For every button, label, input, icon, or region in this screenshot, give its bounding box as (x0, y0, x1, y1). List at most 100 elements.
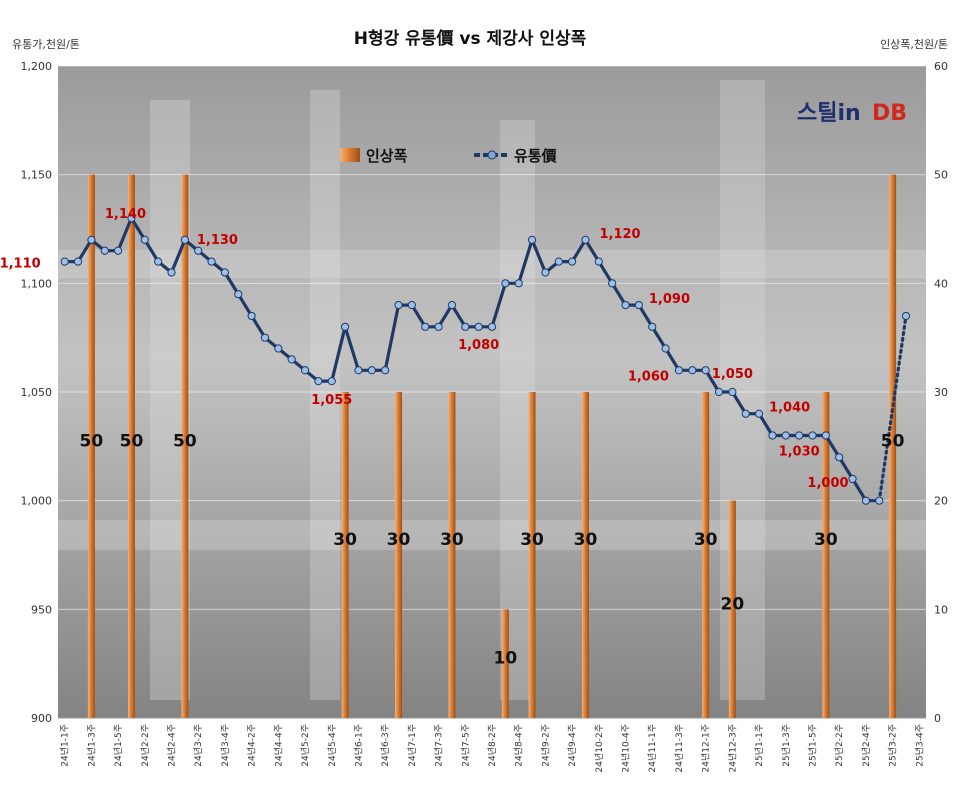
x-tick-label: 25년1-3주 (781, 724, 792, 767)
price-point (87, 235, 96, 244)
price-point (421, 322, 430, 331)
price-point (821, 431, 830, 440)
price-point (234, 290, 243, 299)
price-point (367, 366, 376, 375)
price-point (621, 300, 630, 310)
gridlines (58, 65, 926, 719)
x-tick-label: 24년7-1주 (407, 724, 418, 767)
price-point (608, 279, 617, 288)
price-value-label: 1,000 (807, 476, 848, 491)
price-point (100, 246, 109, 255)
price-point (447, 300, 457, 310)
bar (822, 392, 830, 718)
price-point (354, 366, 363, 375)
bar (448, 392, 456, 718)
price-point (327, 377, 336, 386)
y-right-tick-label: 50 (934, 169, 948, 182)
price-point (795, 431, 804, 440)
price-point (60, 257, 69, 266)
bar (528, 392, 536, 718)
y-right-tick-label: 40 (934, 277, 948, 290)
price-point (661, 344, 670, 353)
price-point (434, 322, 443, 331)
price-point (835, 453, 844, 462)
x-tick-label: 24년8-2주 (487, 724, 498, 767)
y-right-tick-label: 20 (934, 495, 948, 508)
price-point (381, 366, 390, 375)
price-point (487, 322, 497, 331)
bar (341, 392, 349, 718)
x-tick-label: 24년8-4주 (514, 724, 525, 767)
price-point (554, 257, 563, 266)
legend-bar-label: 인상폭 (366, 147, 408, 165)
price-point (541, 268, 550, 277)
x-tick-label: 25년2-2주 (834, 724, 845, 767)
price-point (581, 235, 590, 244)
x-tick-label: 24년1-5주 (113, 724, 124, 767)
y-axis-right: 0 10 20 30 40 50 60 (934, 60, 948, 725)
price-point (514, 279, 523, 288)
legend: 인상폭 유통價 (340, 147, 558, 165)
price-point (634, 300, 643, 310)
price-point (73, 257, 83, 266)
legend-bar-swatch (340, 148, 360, 162)
price-value-label: 1,140 (105, 207, 146, 222)
bar (501, 609, 509, 718)
price-value-label: 1,060 (628, 369, 669, 384)
legend-line-marker (487, 150, 497, 160)
x-tick-label: 24년1-3주 (86, 724, 97, 767)
y-left-tick-label: 1,100 (21, 277, 53, 290)
bar-value-label: 20 (721, 594, 745, 614)
price-point (674, 366, 684, 375)
price-value-label: 1,050 (712, 367, 753, 382)
bar-value-label: 50 (120, 431, 144, 451)
price-point (394, 300, 403, 310)
bar-value-label: 50 (80, 431, 104, 451)
price-point (741, 409, 750, 418)
price-point (113, 246, 123, 255)
steelindb-logo: 스틸in DB (797, 101, 907, 126)
price-point (140, 235, 149, 244)
price-point (701, 366, 710, 375)
price-value-label: 1,055 (311, 393, 352, 408)
x-tick-label: 24년11-3주 (674, 724, 685, 772)
price-point (154, 257, 163, 266)
price-point (194, 246, 203, 255)
price-point (207, 257, 216, 266)
price-value-label: 1,120 (599, 227, 640, 242)
price-point (287, 355, 296, 364)
x-tick-label: 25년1-5주 (807, 724, 818, 767)
chart-title: H형강 유통價 vs 제강사 인상폭 (354, 28, 587, 49)
price-point (274, 344, 283, 353)
bar (728, 500, 736, 718)
price-point (848, 474, 857, 484)
x-tick-label: 24년2-2주 (140, 724, 151, 767)
price-value-label: 1,040 (769, 401, 810, 416)
price-point (781, 431, 790, 440)
y-right-tick-label: 60 (934, 60, 948, 73)
x-tick-label: 24년5-4주 (327, 724, 338, 767)
bar (127, 174, 135, 718)
y-right-tick-label: 30 (934, 386, 948, 399)
y-axis-right-label: 인상폭,천원/톤 (880, 37, 948, 51)
bar-value-label: 30 (333, 530, 357, 550)
x-tick-label: 25년3-4주 (914, 724, 925, 767)
x-axis: 24년1-1주 24년1-3주 24년1-5주 24년2-2주 24년2-4주 24년3-… (60, 724, 926, 772)
x-tick-label: 24년6-1주 (353, 724, 364, 767)
y-left-tick-label: 1,050 (21, 386, 53, 399)
price-point (300, 366, 310, 375)
x-tick-label: 24년9-4주 (567, 724, 578, 767)
x-tick-label: 25년1-1주 (754, 724, 765, 767)
price-point (461, 322, 470, 331)
bar-value-label: 50 (881, 431, 905, 451)
bar-value-label: 30 (574, 530, 598, 550)
x-tick-label: 24년9-2주 (540, 724, 551, 767)
price-point (247, 311, 256, 321)
logo-text-steelin: 스틸in (797, 101, 861, 126)
x-tick-label: 24년7-5주 (460, 724, 471, 767)
bar-value-label: 30 (814, 530, 838, 550)
x-tick-label: 24년12-3주 (727, 724, 738, 772)
price-point (594, 257, 603, 266)
bar (87, 174, 95, 718)
x-tick-label: 24년4-4주 (273, 724, 284, 767)
